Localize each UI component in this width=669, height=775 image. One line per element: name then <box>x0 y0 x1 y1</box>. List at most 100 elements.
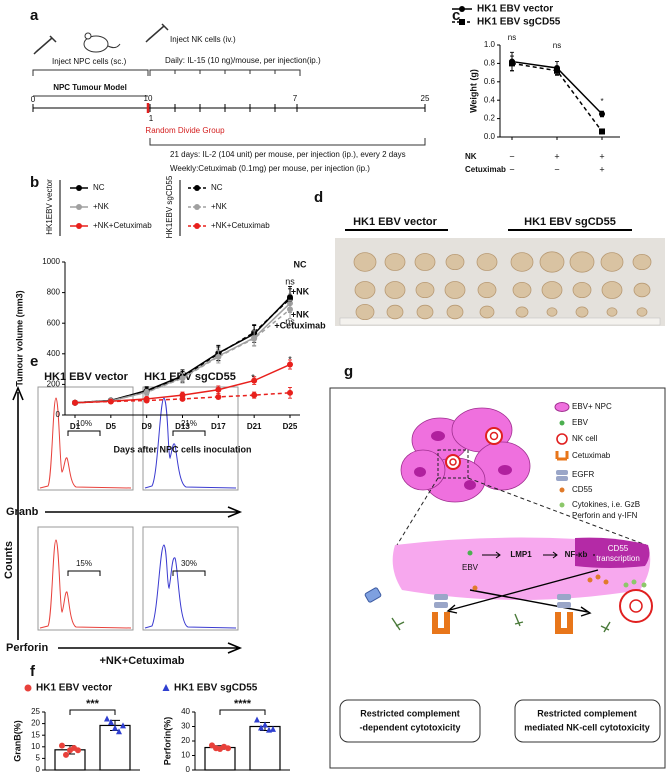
y-tick-label: 600 <box>47 318 61 327</box>
histogram-frame <box>142 386 239 491</box>
marker <box>287 361 293 368</box>
tumour <box>515 306 529 318</box>
cd55-dot <box>595 574 601 580</box>
legend-label: NK cell <box>572 434 598 443</box>
histogram-frame <box>37 526 134 631</box>
marker-label: Perforin <box>6 642 48 654</box>
marker <box>63 751 69 758</box>
y-tick-label: 20 <box>181 736 190 745</box>
marker <box>254 716 260 723</box>
legend-icon <box>559 502 565 508</box>
x-tick-label: D13 <box>175 422 190 431</box>
marker <box>104 715 110 722</box>
tumour <box>479 305 495 319</box>
marker <box>59 742 65 749</box>
gate-percent: 21% <box>181 419 197 428</box>
marker <box>162 684 170 691</box>
marker <box>143 397 150 404</box>
legend-marker <box>76 185 82 191</box>
row-label: +NK <box>291 286 310 296</box>
tumour <box>384 281 406 299</box>
cytokine-dot <box>631 579 637 585</box>
significance-label: **** <box>234 698 252 710</box>
y-tick-label: 400 <box>47 349 61 358</box>
tumour <box>444 281 466 299</box>
histogram-frame <box>37 386 134 491</box>
legend-label: +NK <box>93 202 109 211</box>
egfr <box>434 602 448 608</box>
counts-arrow <box>12 385 24 640</box>
treatment-label: +NK+Cetuximab <box>100 655 185 667</box>
nk-cell-icon <box>489 431 499 441</box>
marker <box>215 353 222 360</box>
marker <box>108 718 114 725</box>
legend-label: +NK+Cetuximab <box>211 221 270 230</box>
cytokine-dot <box>623 582 629 588</box>
panel-label: b <box>30 174 39 191</box>
legend-label: +NK <box>211 202 227 211</box>
marker <box>143 389 150 396</box>
tumour <box>632 253 652 271</box>
y-tick-label: 0.6 <box>484 77 496 86</box>
marker <box>554 67 560 74</box>
x-tick-label: D25 <box>283 422 298 431</box>
legend-label: Cetuximab <box>572 451 611 460</box>
legend-icon <box>559 487 565 493</box>
legend-marker <box>194 185 200 191</box>
bar <box>99 724 131 771</box>
tumour <box>477 281 497 299</box>
step-text: Weekly:Cetuximab (0.1mg) per mouse, per … <box>170 164 370 173</box>
outcome-box <box>514 699 661 743</box>
legend-marker <box>76 223 82 229</box>
x-tick-label: D21 <box>247 422 262 431</box>
y-axis-label: Perforin(%) <box>162 717 172 766</box>
legend-label: CD55 <box>572 485 593 494</box>
tumour <box>386 304 404 320</box>
mouse-ear <box>84 32 92 40</box>
pathway-arrow <box>482 551 595 559</box>
legend-label: NC <box>211 183 223 192</box>
y-axis-label: Weight (g) <box>468 69 478 113</box>
condition-value: + <box>599 164 604 174</box>
y-tick-label: 5 <box>36 754 41 763</box>
bracket <box>32 69 149 76</box>
y-tick-label: 20 <box>31 719 40 728</box>
x-axis-label: Days after NPC cells inoculation <box>113 444 251 454</box>
flow-histograms <box>12 385 243 654</box>
row-label: +Cetuximab <box>274 320 326 330</box>
gate-bracket <box>67 430 206 576</box>
y-axis-label: GranB(%) <box>12 720 22 762</box>
y-tick-label: 0 <box>36 765 41 774</box>
legend-icon <box>559 420 565 426</box>
row-label: NC <box>294 259 307 269</box>
x-tick-label: D17 <box>211 422 226 431</box>
tumour <box>601 281 623 299</box>
tumour <box>353 252 377 272</box>
tumour <box>546 307 558 317</box>
inhibition <box>391 613 611 633</box>
nucleus <box>498 465 512 475</box>
condition-value: + <box>554 151 559 161</box>
zoom-lines <box>396 477 647 546</box>
pathway-label: CD55 <box>608 544 629 553</box>
antibody <box>432 612 438 630</box>
panel-label: a <box>30 7 39 24</box>
significance-bracket <box>69 709 116 715</box>
step-text: Daily: IL-15 (10 ng)/mouse, per injectio… <box>165 56 321 65</box>
tumour <box>572 281 592 299</box>
y-tick-label: 25 <box>31 707 40 716</box>
legend-group-title: HK1EBV sgCD55 <box>165 175 174 238</box>
tumour <box>510 252 534 272</box>
legend-label: Cytokines, i.e. GzB <box>572 500 640 509</box>
series-line <box>74 302 291 404</box>
marker <box>120 722 126 729</box>
time-label: 0 <box>31 95 36 104</box>
tumours <box>353 251 652 321</box>
timeline-diagram <box>32 23 426 146</box>
time-label: 25 <box>421 94 430 103</box>
legend-icon <box>556 433 568 445</box>
marker <box>251 392 258 399</box>
legend-label: NC <box>93 183 105 192</box>
marker <box>599 128 605 135</box>
